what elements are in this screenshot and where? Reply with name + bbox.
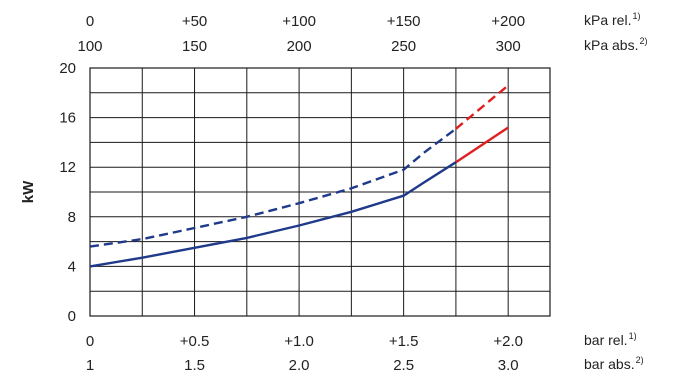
y-axis-tick-label: 8 [68,209,76,226]
series-layer [89,84,509,268]
series-line-2-solid [455,126,509,164]
y-axis-label: kW [20,180,37,203]
y-axis-tick-label: 16 [59,110,76,127]
x-axis-top-secondary-unit: kPa abs.2) [584,36,648,53]
x-axis-bottom-primary-unit-text: bar rel. [584,332,628,348]
x-axis-bottom-primary-tick-label: 0 [86,333,94,350]
x-axis-bottom-secondary-unit-text: bar abs. [584,356,635,372]
x-axis-top-primary-tick-label: +50 [182,13,207,30]
x-axis-bottom-secondary-tick-label: 1.5 [184,357,205,374]
x-axis-bottom-secondary-tick-label: 2.0 [289,357,310,374]
plot-frame [89,67,551,317]
x-axis-top-primary-tick-label: +150 [387,13,421,30]
y-axis-tick-label: 4 [68,258,76,275]
x-axis-bottom-secondary-tick-label: 3.0 [498,357,519,374]
x-axis-top-secondary-tick-label: 100 [77,38,102,55]
x-axis-bottom-secondary-unit: bar abs.2) [584,355,644,372]
x-axis-bottom-secondary-tick-label: 1 [86,357,94,374]
x-axis-top-secondary-unit-text: kPa abs. [584,37,638,53]
x-axis-bottom-primary-unit-footnote: 1) [629,331,637,341]
grid [90,68,550,316]
y-axis-tick-label: 20 [59,60,76,77]
x-axis-bottom-primary-tick-label: +2.0 [493,333,523,350]
x-axis-top-primary-tick-label: +200 [491,13,525,30]
x-axis-top-secondary-tick-label: 300 [496,38,521,55]
x-axis-bottom-secondary-unit-footnote: 2) [636,355,644,365]
series-line-3-dashed [89,127,457,248]
x-axis-top-primary-tick-label: +100 [282,13,316,30]
x-axis-bottom-primary-unit: bar rel.1) [584,331,637,348]
x-axis-top-secondary-unit-footnote: 2) [639,36,647,46]
x-axis-top-primary-tick-label: 0 [86,13,94,30]
x-axis-bottom-secondary-tick-label: 2.5 [393,357,414,374]
x-axis-top-secondary-tick-label: 200 [287,38,312,55]
x-axis-top-primary-unit-text: kPa rel. [584,12,631,28]
series-line-4-dashed [455,84,509,130]
x-axis-bottom-primary-tick-label: +0.5 [180,333,210,350]
x-axis-top-secondary-tick-label: 250 [391,38,416,55]
labels: 0 +50 +100 +150 +200 kPa rel.1)100 150 200 250 30… [59,11,647,374]
y-axis-tick-label: 0 [68,308,76,325]
x-axis-top-secondary-tick-label: 150 [182,38,207,55]
series-line-1-solid [89,161,457,268]
x-axis-top-primary-unit-footnote: 1) [632,11,640,21]
x-axis-bottom-primary-tick-label: +1.5 [389,333,419,350]
y-axis-tick-label: 12 [59,159,76,176]
x-axis-top-primary-unit: kPa rel.1) [584,11,640,28]
x-axis-bottom-primary-tick-label: +1.0 [284,333,314,350]
